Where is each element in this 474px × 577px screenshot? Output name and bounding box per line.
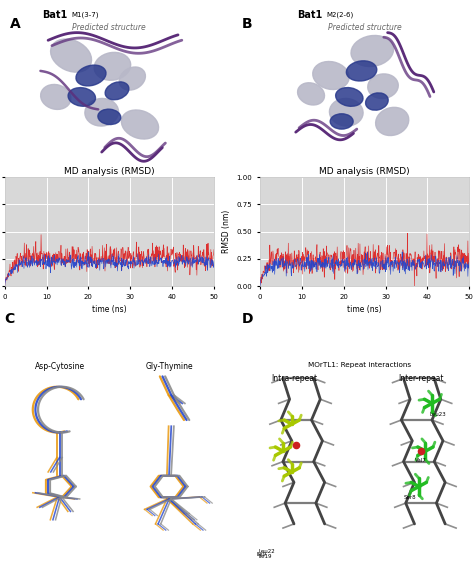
- Ellipse shape: [365, 93, 388, 110]
- Text: Intra-repeat: Intra-repeat: [271, 374, 317, 383]
- Title: MD analysis (RMSD): MD analysis (RMSD): [64, 167, 155, 176]
- Ellipse shape: [76, 65, 106, 86]
- Ellipse shape: [68, 88, 95, 106]
- Text: Asp-Cytosine: Asp-Cytosine: [35, 362, 84, 371]
- X-axis label: time (ns): time (ns): [347, 305, 382, 314]
- Text: Val7: Val7: [414, 458, 426, 463]
- Text: Gly-Thymine: Gly-Thymine: [145, 362, 193, 371]
- Text: D: D: [242, 312, 253, 325]
- Ellipse shape: [351, 35, 393, 66]
- Text: B: B: [242, 17, 252, 31]
- Text: M1(3-7): M1(3-7): [71, 11, 99, 18]
- Text: C: C: [5, 312, 15, 325]
- Point: [292, 440, 300, 449]
- Ellipse shape: [313, 62, 349, 89]
- Ellipse shape: [85, 99, 118, 126]
- Ellipse shape: [329, 99, 363, 126]
- Text: Predicted structure: Predicted structure: [73, 24, 146, 32]
- Ellipse shape: [41, 84, 71, 110]
- Text: Leu23: Leu23: [430, 412, 447, 417]
- Ellipse shape: [119, 67, 146, 90]
- X-axis label: time (ns): time (ns): [92, 305, 127, 314]
- Ellipse shape: [336, 88, 363, 106]
- Text: Leu22: Leu22: [258, 549, 275, 554]
- Text: Ser8: Ser8: [403, 495, 416, 500]
- Text: Inter-repeat: Inter-repeat: [398, 374, 444, 383]
- Text: Bat1: Bat1: [297, 10, 322, 20]
- Text: MOrTL1: Repeat interactions: MOrTL1: Repeat interactions: [308, 362, 411, 368]
- Ellipse shape: [368, 74, 398, 99]
- Text: Predicted structure: Predicted structure: [328, 24, 401, 32]
- Ellipse shape: [121, 110, 159, 139]
- Ellipse shape: [298, 83, 325, 105]
- Y-axis label: RMSD (nm): RMSD (nm): [222, 210, 231, 253]
- Ellipse shape: [98, 109, 121, 125]
- Title: MD analysis (RMSD): MD analysis (RMSD): [319, 167, 410, 176]
- Text: Bat1: Bat1: [42, 10, 67, 20]
- Text: Ile9: Ile9: [256, 552, 266, 557]
- Ellipse shape: [94, 53, 131, 80]
- Ellipse shape: [346, 61, 377, 81]
- Text: Ile19: Ile19: [258, 554, 272, 559]
- Ellipse shape: [51, 39, 91, 72]
- Text: A: A: [9, 17, 20, 31]
- Point: [417, 447, 425, 456]
- Ellipse shape: [330, 114, 353, 129]
- Text: M2(2-6): M2(2-6): [327, 11, 354, 18]
- Ellipse shape: [375, 107, 409, 136]
- Ellipse shape: [105, 82, 129, 100]
